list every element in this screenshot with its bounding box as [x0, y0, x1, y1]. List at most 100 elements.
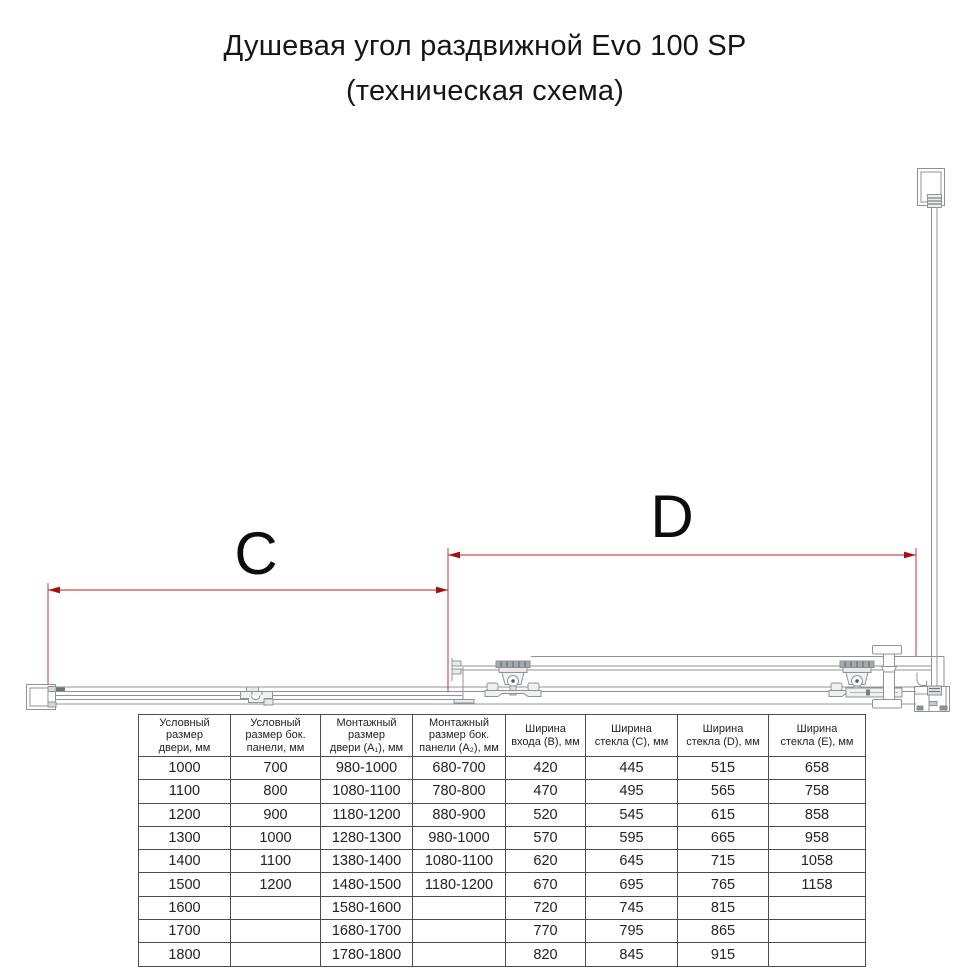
column-header: Ширина стекла (E), мм [768, 714, 866, 757]
table-cell: 670 [505, 872, 586, 897]
table-cell: 1100 [230, 849, 321, 874]
table-cell [230, 919, 321, 944]
table-cell: 745 [585, 895, 678, 921]
dimension-c [47, 548, 449, 692]
table-cell: 758 [768, 779, 866, 804]
table-cell: 770 [505, 919, 586, 944]
table-row: 1200 900 1180-1200 880-900 520 545 615 858 [138, 802, 866, 827]
table-cell: 658 [768, 755, 866, 781]
column-header-line: Монтажный [336, 716, 397, 729]
table-cell: 680-700 [412, 755, 506, 781]
table-cell: 900 [230, 802, 321, 827]
table-cell: 645 [585, 849, 678, 874]
table-cell: 865 [677, 919, 769, 944]
table-cell: 845 [585, 942, 678, 967]
table-cell: 1400 [138, 849, 231, 874]
table-cell: 545 [585, 802, 678, 827]
table-cell: 1600 [138, 895, 231, 921]
table-cell: 1100 [138, 779, 231, 804]
table-cell: 695 [585, 872, 678, 897]
table-row: 1800 1780-1800 820 845 915 [138, 942, 866, 967]
table-cell: 620 [505, 849, 586, 874]
column-header-line: Условный [159, 716, 210, 729]
table-cell [768, 895, 866, 921]
panel-clamp-bracket [240, 686, 274, 706]
side-panel-wall-profile [917, 168, 945, 208]
rail-and-glass-lines [56, 656, 945, 705]
column-header-line: входа (B), мм [511, 735, 580, 748]
table-cell: 470 [505, 779, 586, 804]
table-cell [412, 919, 506, 944]
table-cell: 1300 [138, 825, 231, 851]
page-title-line2: (техническая схема) [345, 75, 625, 107]
column-header-line: стекла (D), мм [686, 735, 760, 748]
column-header-line: размер бок. [245, 729, 306, 742]
table-cell [768, 942, 866, 967]
table-row: 1100 800 1080-1100 780-800 470 495 565 758 [138, 779, 866, 804]
column-header: Монтажный размер двери (A₁), мм [320, 714, 413, 757]
column-header: Монтажный размер бок. панели (A₂), мм [412, 714, 506, 757]
table-cell: 1680-1700 [320, 919, 413, 944]
column-header-line: стекла (C), мм [594, 735, 669, 748]
table-row: 1000 700 980-1000 680-700 420 445 515 658 [138, 755, 866, 781]
column-header-line: Условный [250, 716, 301, 729]
table-cell: 858 [768, 802, 866, 827]
column-header-line: Монтажный [429, 716, 489, 729]
column-header: Условный размер двери, мм [138, 714, 231, 757]
column-header: Условный размер бок. панели, мм [230, 714, 321, 757]
table-cell: 420 [505, 755, 586, 781]
table-cell: 715 [677, 849, 769, 874]
roller-left [484, 660, 542, 697]
dimension-d [448, 548, 917, 656]
table-cell: 915 [677, 942, 769, 967]
table-cell: 520 [505, 802, 586, 827]
table-cell: 1000 [138, 755, 231, 781]
table-cell [230, 942, 321, 967]
table-cell: 1158 [768, 872, 866, 897]
technical-diagram: C D [26, 168, 950, 712]
table-cell: 1480-1500 [320, 872, 413, 897]
table-row: 1500 1200 1480-1500 1180-1200 670 695 765 1158 [138, 872, 866, 897]
column-header: Ширина входа (B), мм [505, 714, 586, 757]
column-header-line: размер [348, 729, 385, 742]
column-header-line: панели, мм [246, 741, 305, 754]
table-row: 1400 1100 1380-1400 1080-1100 620 645 715 1058 [138, 849, 866, 874]
page-title-line1: Душевая угол раздвижной Evo 100 SP [223, 30, 747, 62]
table-cell: 1058 [768, 849, 866, 874]
table-cell: 1580-1600 [320, 895, 413, 921]
table-body: 1000 700 980-1000 680-700 420 445 515 658 1100 80… [138, 755, 866, 967]
column-header-line: панели (A₂), мм [419, 741, 499, 754]
table-cell: 1200 [230, 872, 321, 897]
column-header-line: двери (A₁), мм [329, 741, 404, 754]
table-cell: 880-900 [412, 802, 506, 827]
table-cell: 958 [768, 825, 866, 851]
table-row: 1600 1580-1600 720 745 815 [138, 895, 866, 921]
side-panel-glass [931, 207, 938, 687]
table-cell: 1200 [138, 802, 231, 827]
table-cell [412, 942, 506, 967]
table-cell: 1080-1100 [320, 779, 413, 804]
table-cell: 1700 [138, 919, 231, 944]
column-header-line: Ширина [611, 723, 652, 735]
table-cell: 980-1000 [412, 825, 506, 851]
column-header-line: размер [166, 729, 203, 742]
table-row: 1700 1680-1700 770 795 865 [138, 919, 866, 944]
table-cell: 765 [677, 872, 769, 897]
table-cell: 780-800 [412, 779, 506, 804]
column-header: Ширина стекла (C), мм [585, 714, 678, 757]
column-header-line: стекла (E), мм [780, 735, 854, 748]
table-cell: 1800 [138, 942, 231, 967]
column-header-line: двери, мм [158, 741, 211, 754]
dimension-d-label: D [650, 483, 693, 550]
table-cell: 515 [677, 755, 769, 781]
table-cell: 445 [585, 755, 678, 781]
table-cell: 1180-1200 [412, 872, 506, 897]
table-cell: 720 [505, 895, 586, 921]
column-header: Ширина стекла (D), мм [677, 714, 769, 757]
table-cell: 795 [585, 919, 678, 944]
table-cell: 595 [585, 825, 678, 851]
column-header-line: Ширина [702, 723, 744, 735]
table-cell: 1280-1300 [320, 825, 413, 851]
column-header-line: Ширина [796, 723, 838, 735]
